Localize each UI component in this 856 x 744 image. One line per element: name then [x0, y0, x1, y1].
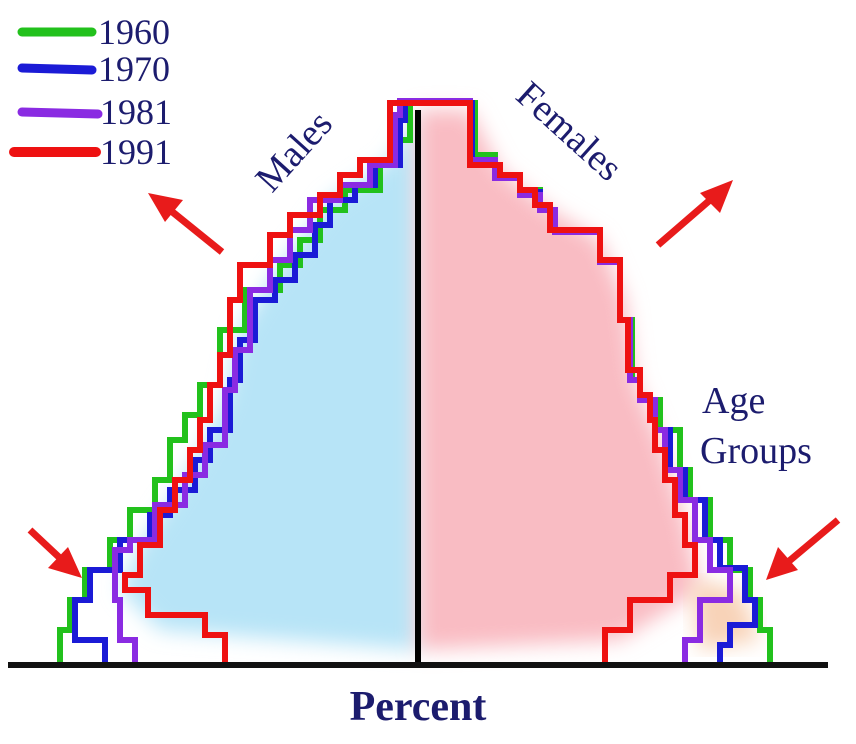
arrow — [785, 517, 841, 565]
groups-label: Groups — [700, 430, 812, 472]
arrow-head — [766, 547, 798, 580]
legend-label: 1981 — [100, 92, 172, 132]
arrow — [167, 207, 225, 255]
outlines — [57, 98, 773, 664]
arrows — [27, 180, 841, 580]
age-label: Age — [702, 380, 765, 422]
legend-swatch — [17, 63, 97, 75]
legend-label: 1970 — [98, 49, 170, 89]
arrow-head — [148, 193, 183, 222]
outline-1970 — [72, 100, 758, 664]
legend: 1960 1970 1981 1991 — [9, 12, 172, 172]
legend-label: 1991 — [100, 132, 172, 172]
arrow — [27, 527, 65, 563]
outline-1991 — [122, 100, 698, 664]
legend-label: 1960 — [98, 12, 170, 52]
females-label: Females — [508, 73, 630, 189]
legend-swatch — [17, 107, 103, 119]
arrow — [655, 197, 713, 248]
males-area — [120, 110, 418, 664]
females-area — [418, 110, 700, 664]
arrow-head — [700, 180, 733, 213]
males-label: Males — [247, 103, 340, 200]
x-axis-label: Percent — [350, 684, 487, 730]
arrow-head — [48, 547, 82, 578]
